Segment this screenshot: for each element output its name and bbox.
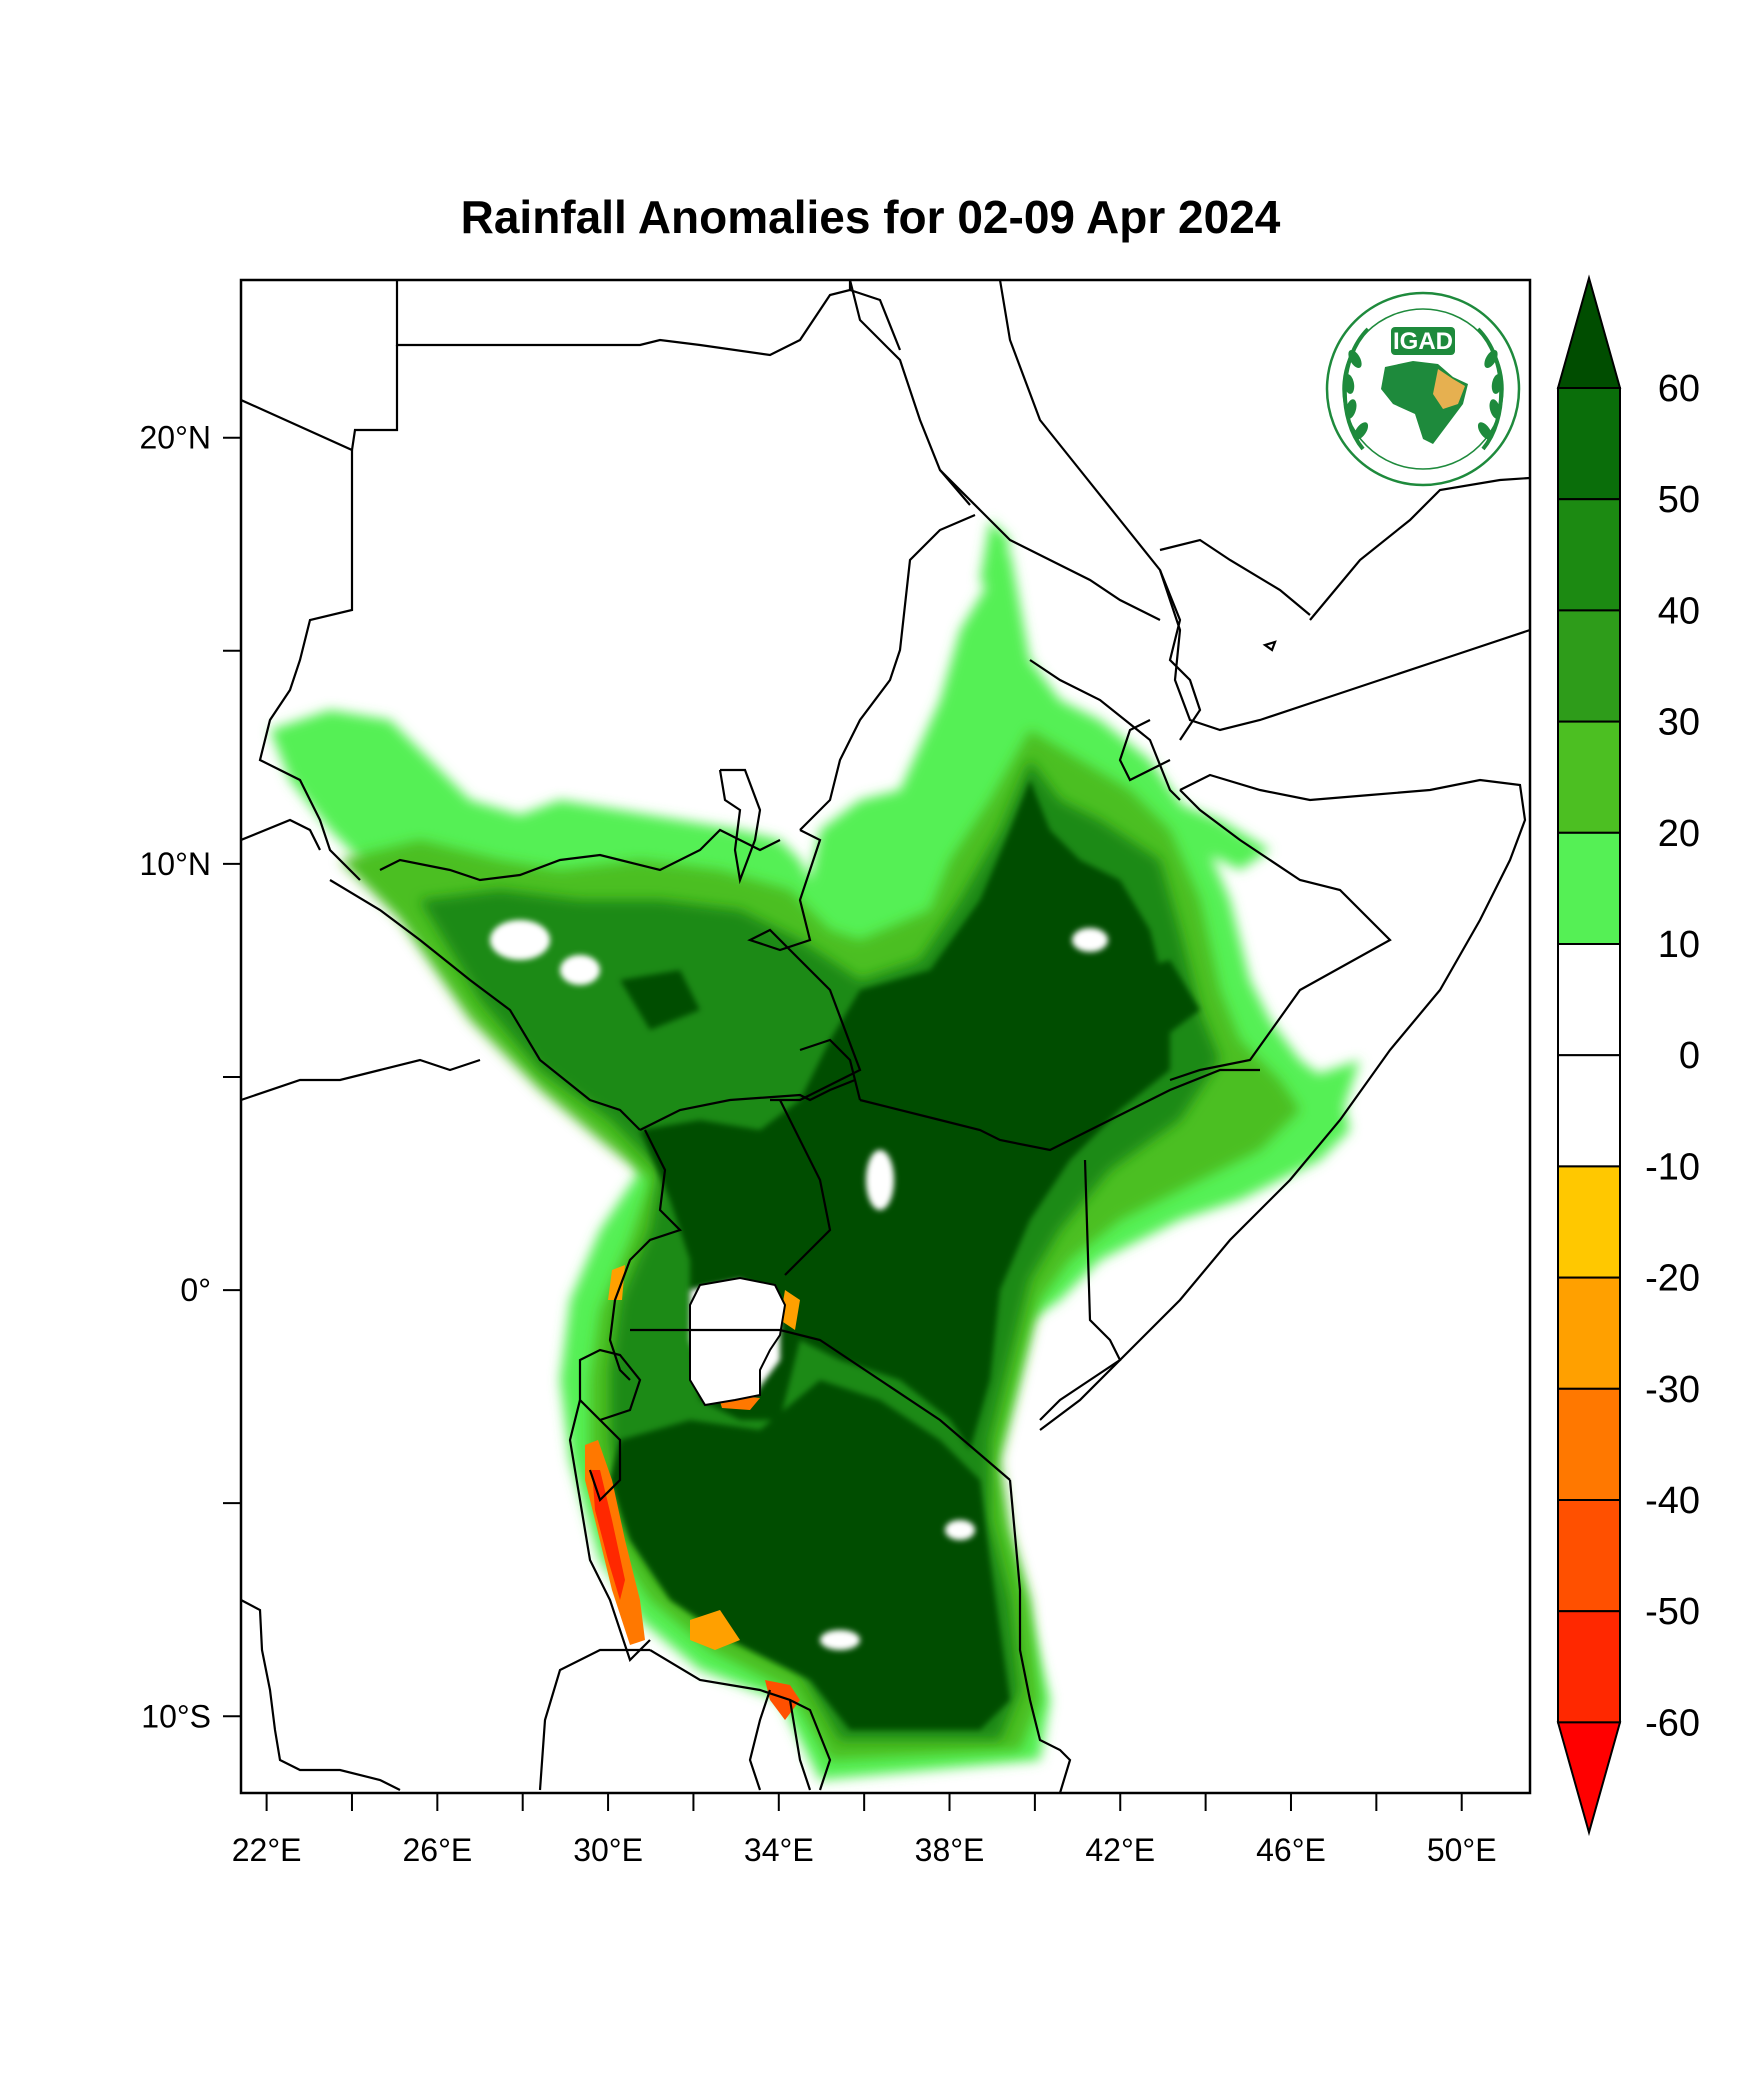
colorbar-segment	[1557, 943, 1621, 1057]
lat-axis: 20°N 10°N 0° 10°S	[140, 420, 241, 1734]
lake-victoria	[689, 1276, 787, 1407]
country-borders	[241, 280, 1530, 1793]
igad-logo: IGAD	[1325, 291, 1521, 487]
colorbar-segment	[1557, 720, 1621, 834]
lon-tick-label: 26°E	[402, 1832, 472, 1868]
colorbar-segment	[1557, 498, 1621, 612]
lat-tick-label: 10°S	[141, 1698, 211, 1734]
negative-anomaly-spots	[585, 1265, 800, 1720]
lon-tick-label: 34°E	[744, 1832, 814, 1868]
lon-tick-label: 50°E	[1427, 1832, 1497, 1868]
colorbar-label: 60	[1658, 368, 1700, 410]
colorbar-label: 0	[1679, 1035, 1700, 1077]
colorbar-label: -40	[1645, 1480, 1700, 1522]
colorbar: 60 50 40 30 20 10 0 -10 -20 -30 -40 -50 -60	[1556, 274, 1700, 1837]
colorbar-label: -20	[1645, 1258, 1700, 1300]
colorbar-segment	[1557, 1499, 1621, 1613]
lon-tick-label: 22°E	[232, 1832, 302, 1868]
lon-tick-label: 30°E	[573, 1832, 643, 1868]
anomaly-above-50-area	[610, 780, 1200, 1730]
colorbar-label: 30	[1658, 702, 1700, 744]
igad-logo-text: IGAD	[1393, 328, 1453, 355]
colorbar-label: -60	[1645, 1702, 1700, 1744]
colorbar-label: 40	[1658, 590, 1700, 632]
lon-tick-label: 42°E	[1085, 1832, 1155, 1868]
colorbar-label: 50	[1658, 479, 1700, 521]
colorbar-label: -30	[1645, 1369, 1700, 1411]
lon-tick-label: 38°E	[915, 1832, 985, 1868]
colorbar-label: -50	[1645, 1591, 1700, 1633]
map-title: Rainfall Anomalies for 02-09 Apr 2024	[460, 191, 1281, 243]
colorbar-label: 20	[1658, 813, 1700, 855]
lat-tick-label: 20°N	[140, 420, 212, 456]
colorbar-arrow-bottom	[1556, 1721, 1622, 1837]
lon-axis: 22°E 26°E 30°E 34°E 38°E 42°E 46°E 50°E	[232, 1793, 1497, 1868]
colorbar-segment	[1557, 387, 1621, 501]
map-frame	[239, 278, 1532, 1795]
colorbar-segment	[1557, 831, 1621, 945]
colorbar-segment	[1557, 1610, 1621, 1724]
colorbar-segment	[1557, 1165, 1621, 1279]
colorbar-segment	[1557, 1276, 1621, 1390]
colorbar-segment	[1557, 1054, 1621, 1168]
colorbar-label: 10	[1658, 924, 1700, 966]
lat-tick-label: 0°	[180, 1272, 211, 1308]
colorbar-arrow-top	[1556, 274, 1622, 389]
anomaly-field	[270, 520, 1360, 1780]
colorbar-segment	[1557, 1387, 1621, 1502]
colorbar-label: -10	[1645, 1146, 1700, 1188]
lon-tick-label: 46°E	[1256, 1832, 1326, 1868]
colorbar-segment	[1557, 609, 1621, 723]
lat-tick-label: 10°N	[140, 846, 212, 882]
